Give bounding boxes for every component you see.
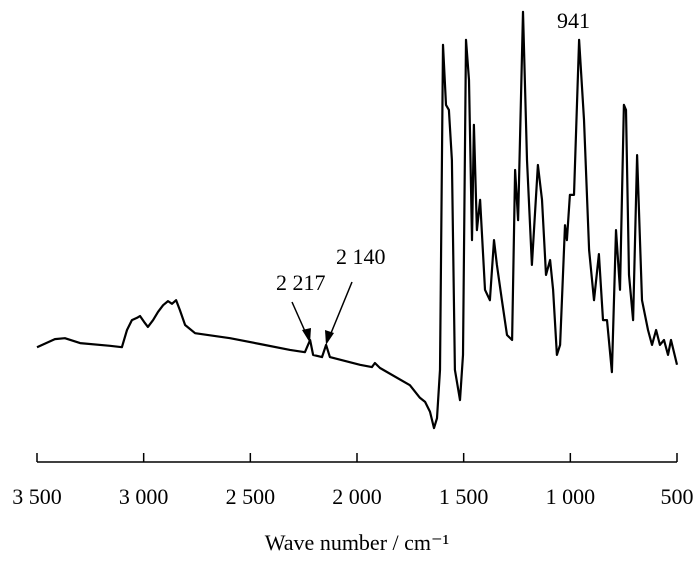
x-axis-label: Wave number / cm⁻¹ <box>265 530 449 555</box>
annotation: 2 217 <box>276 270 326 295</box>
x-tick-label: 2 000 <box>332 484 382 509</box>
x-tick-label: 2 500 <box>226 484 276 509</box>
x-tick-label: 3 500 <box>12 484 62 509</box>
annotation: 941 <box>557 8 590 33</box>
arrow-line <box>328 281 353 339</box>
x-tick-label: 1 500 <box>439 484 489 509</box>
x-tick-label: 3 000 <box>119 484 169 509</box>
arrow-head <box>325 330 334 345</box>
x-tick-label: 1 000 <box>546 484 596 509</box>
spectrum-line <box>36 10 679 430</box>
x-tick-label: 500 <box>661 484 694 509</box>
arrow-head <box>302 328 311 343</box>
annotation: 2 140 <box>336 244 386 269</box>
